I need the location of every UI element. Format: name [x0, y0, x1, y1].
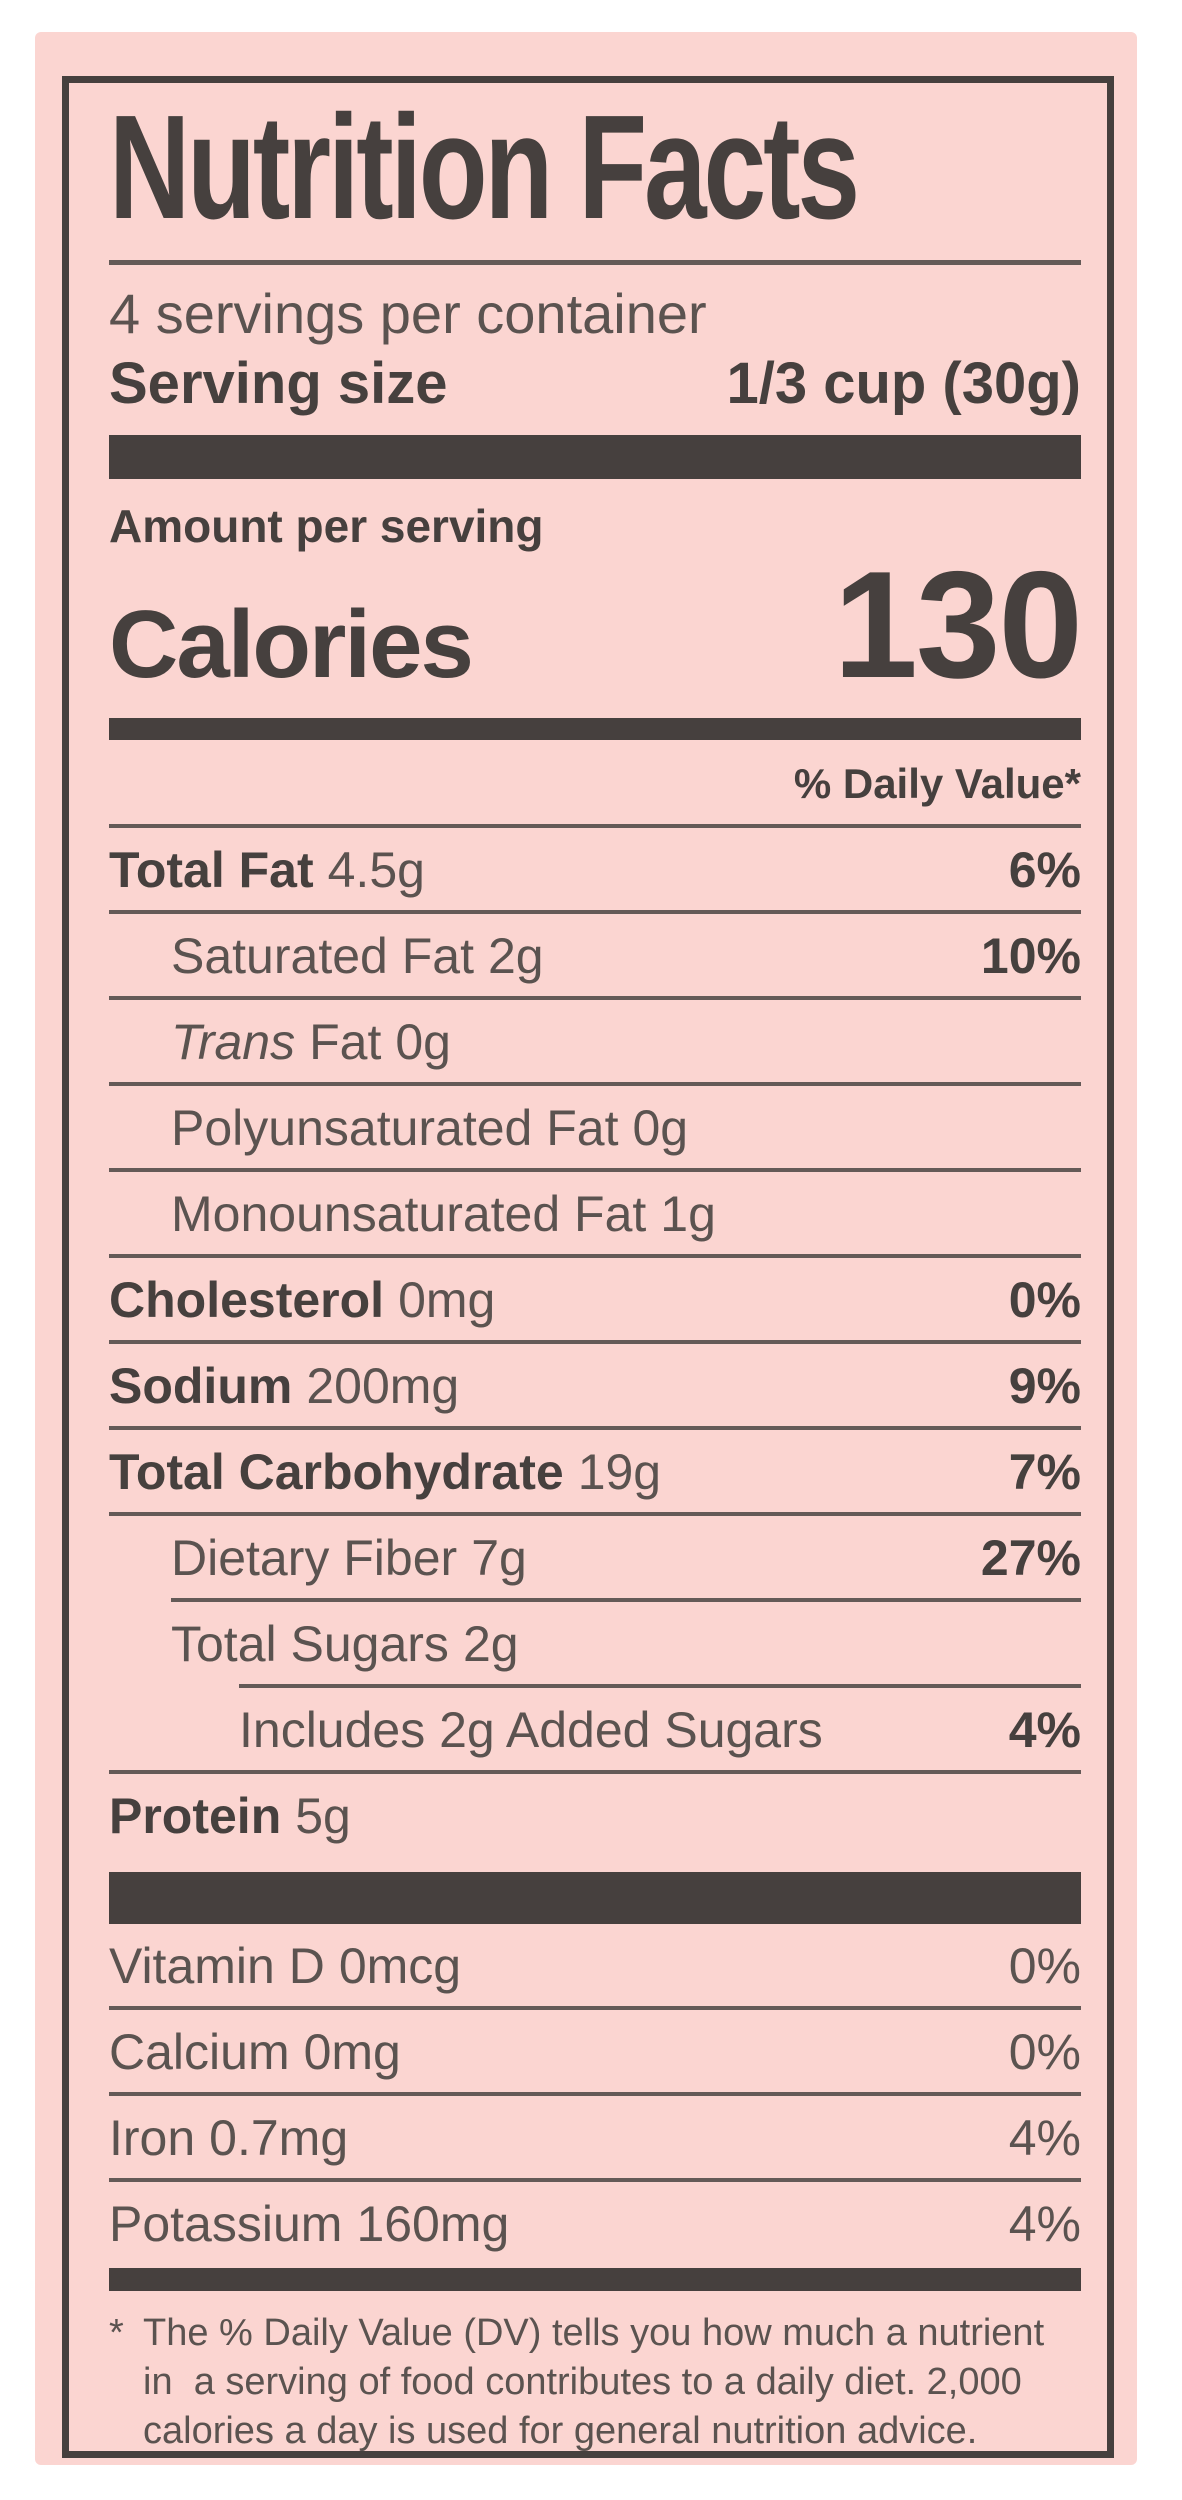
calories-label: Calories [109, 590, 474, 698]
nutrient-row-saturated-fat: Saturated Fat 2g 10% [109, 909, 1081, 996]
nutrient-row-added-sugars: Includes 2g Added Sugars 4% [239, 1683, 1081, 1770]
nutrient-name: Total Fat [109, 841, 314, 898]
nutrient-dv: 0% [1008, 1937, 1081, 1994]
nutrient-name: Total Carbohydrate [109, 1443, 564, 1500]
nutrient-amount: 19g [577, 1443, 662, 1500]
nutrient-name: Fat [309, 1013, 382, 1070]
nutrient-name: Cholesterol [109, 1271, 385, 1328]
nutrient-dv: 0% [1008, 2023, 1081, 2080]
nutrient-amount: 7g [471, 1529, 527, 1586]
medium-divider-bar [109, 717, 1081, 740]
micronutrient-row-vitamin-d: Vitamin D 0mcg 0% [109, 1924, 1081, 2006]
nutrient-amount: 0mg [398, 1271, 496, 1328]
nutrient-amount: 0g [632, 1099, 689, 1156]
nutrient-name: Protein [109, 1787, 282, 1844]
nutrient-dv: 7% [1008, 1443, 1081, 1500]
nutrient-row-dietary-fiber: Dietary Fiber 7g 27% [109, 1511, 1081, 1598]
nutrient-name: Calcium [109, 2023, 290, 2080]
footnote-line: in a serving of food contributes to a da… [143, 2360, 1022, 2403]
nutrient-name: Iron [109, 2109, 196, 2166]
nutrition-facts-panel: Nutrition Facts 4 servings per container… [62, 76, 1114, 2458]
micronutrient-row-calcium: Calcium 0mg 0% [109, 2005, 1081, 2092]
daily-value-footnote: * The % Daily Value (DV) tells you how m… [109, 2291, 1081, 2456]
nutrient-dv: 4% [1008, 2195, 1081, 2252]
nutrient-dv: 27% [980, 1529, 1081, 1586]
nutrient-row-total-carbohydrate: Total Carbohydrate 19g 7% [109, 1425, 1081, 1512]
nutrient-amount: 0g [395, 1013, 451, 1070]
thick-divider-bar [109, 1871, 1081, 1924]
nutrient-row-trans-fat: Trans Fat 0g [109, 995, 1081, 1082]
thick-divider-bar [109, 434, 1081, 479]
nutrient-name: Saturated Fat [171, 927, 474, 984]
footnote-asterisk: * [109, 2311, 124, 2354]
micronutrient-row-potassium: Potassium 160mg 4% [109, 2177, 1081, 2264]
nutrient-row-sodium: Sodium 200mg 9% [109, 1339, 1081, 1426]
nutrient-amount: 200mg [306, 1357, 460, 1414]
nutrient-name: Sodium [109, 1357, 293, 1414]
nutrient-row-polyunsaturated-fat: Polyunsaturated Fat 0g [109, 1081, 1081, 1168]
nutrient-dv: 6% [1008, 841, 1081, 898]
serving-size-label: Serving size [109, 350, 448, 416]
nutrient-name-italic: Trans [171, 1013, 296, 1070]
nutrition-facts-title: Nutrition Facts [109, 85, 860, 250]
calories-value: 130 [833, 539, 1083, 710]
nutrient-name: Polyunsaturated Fat [171, 1099, 619, 1156]
nutrient-amount: 1g [660, 1185, 716, 1242]
nutrient-name: Monounsaturated Fat [171, 1185, 647, 1242]
nutrient-row-total-sugars: Total Sugars 2g [171, 1597, 1081, 1684]
nutrient-row-total-fat: Total Fat 4.5g 6% [109, 828, 1081, 910]
nutrient-amount: 0.7mg [209, 2109, 349, 2166]
nutrient-amount: 5g [295, 1787, 351, 1844]
servings-per-container: 4 servings per container [109, 281, 707, 345]
title-divider [109, 259, 1081, 265]
nutrient-name: Total Sugars [171, 1615, 449, 1672]
amount-per-serving-label: Amount per serving [109, 499, 544, 552]
nutrient-name: Potassium [109, 2195, 343, 2252]
daily-value-header: % Daily Value* [109, 740, 1081, 828]
medium-divider-bar [109, 2267, 1081, 2291]
nutrient-name: Includes 2g Added Sugars [239, 1701, 823, 1758]
nutrient-dv: 0% [1008, 1271, 1081, 1328]
nutrient-amount: 2g [462, 1615, 519, 1672]
nutrient-amount: 0mcg [338, 1937, 462, 1994]
nutrient-amount: 4.5g [327, 841, 425, 898]
nutrient-dv: 9% [1008, 1357, 1081, 1414]
footnote-text: The % Daily Value (DV) tells you how muc… [143, 2309, 1044, 2456]
nutrient-dv: 4% [1008, 1701, 1081, 1758]
nutrient-amount: 0mg [303, 2023, 401, 2080]
nutrient-row-protein: Protein 5g [109, 1769, 1081, 1856]
serving-size-row: Serving size 1/3 cup (30g) [109, 347, 1081, 421]
nutrient-row-cholesterol: Cholesterol 0mg 0% [109, 1253, 1081, 1340]
nutrient-amount: 2g [487, 927, 544, 984]
footnote-line: calories a day is used for general nutri… [143, 2409, 978, 2452]
micronutrient-row-iron: Iron 0.7mg 4% [109, 2091, 1081, 2178]
nutrient-dv: 4% [1008, 2109, 1081, 2166]
nutrient-dv: 10% [980, 927, 1081, 984]
calories-row: Calories 130 [109, 539, 1083, 710]
footnote-line: The % Daily Value (DV) tells you how muc… [143, 2311, 1045, 2354]
nutrient-amount: 160mg [356, 2195, 510, 2252]
nutrient-name: Dietary Fiber [171, 1529, 458, 1586]
nutrient-row-monounsaturated-fat: Monounsaturated Fat 1g [109, 1167, 1081, 1254]
serving-size-value: 1/3 cup (30g) [726, 350, 1081, 416]
nutrient-name: Vitamin D [109, 1937, 325, 1994]
